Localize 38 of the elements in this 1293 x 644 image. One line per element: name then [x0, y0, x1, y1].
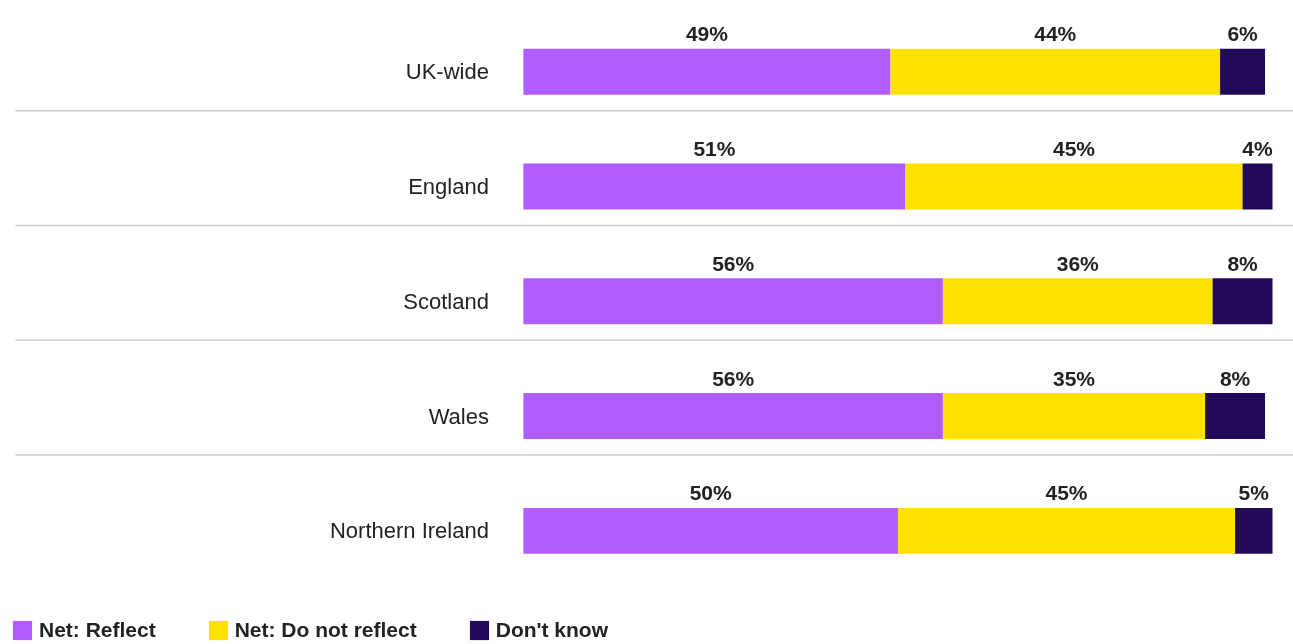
bar: [1212, 278, 1273, 325]
data-label: 36%: [1056, 251, 1100, 275]
data-label: 50%: [689, 481, 733, 505]
y-tick-label: Wales: [428, 403, 489, 429]
bar: [523, 393, 943, 440]
data-label: 4%: [1242, 137, 1274, 161]
bar: [523, 163, 906, 210]
data-label: 44%: [1034, 22, 1077, 46]
bar: [1235, 507, 1273, 554]
data-label: 56%: [712, 251, 755, 275]
bar: [897, 507, 1236, 554]
data-label: 45%: [1052, 137, 1096, 161]
y-tick-label: England: [408, 173, 489, 199]
y-tick-label: UK-wide: [405, 59, 489, 85]
data-label: 51%: [693, 137, 736, 161]
bar: [905, 163, 1243, 210]
bar: [942, 278, 1213, 325]
bar: [523, 278, 943, 325]
y-tick-label: Northern Ireland: [329, 518, 489, 544]
data-label: 5%: [1238, 481, 1270, 505]
legend-label: Net: Do not reflect: [234, 618, 417, 642]
bar: [1205, 393, 1266, 440]
data-label: 8%: [1227, 251, 1259, 275]
bar: [1242, 163, 1273, 210]
data-label: 45%: [1045, 481, 1088, 505]
bar: [1220, 48, 1266, 95]
bar: [890, 48, 1221, 95]
data-label: 8%: [1219, 366, 1251, 390]
data-label: 56%: [712, 366, 755, 390]
y-tick-label: Scotland: [403, 288, 489, 314]
legend-label: Net: Reflect: [39, 618, 156, 642]
data-label: 49%: [685, 22, 729, 46]
bar: [523, 507, 898, 554]
bar: [523, 48, 891, 95]
legend-label: Don't know: [495, 618, 609, 642]
bar: [942, 393, 1206, 440]
data-label: 6%: [1227, 22, 1259, 46]
data-label: 35%: [1052, 366, 1096, 390]
